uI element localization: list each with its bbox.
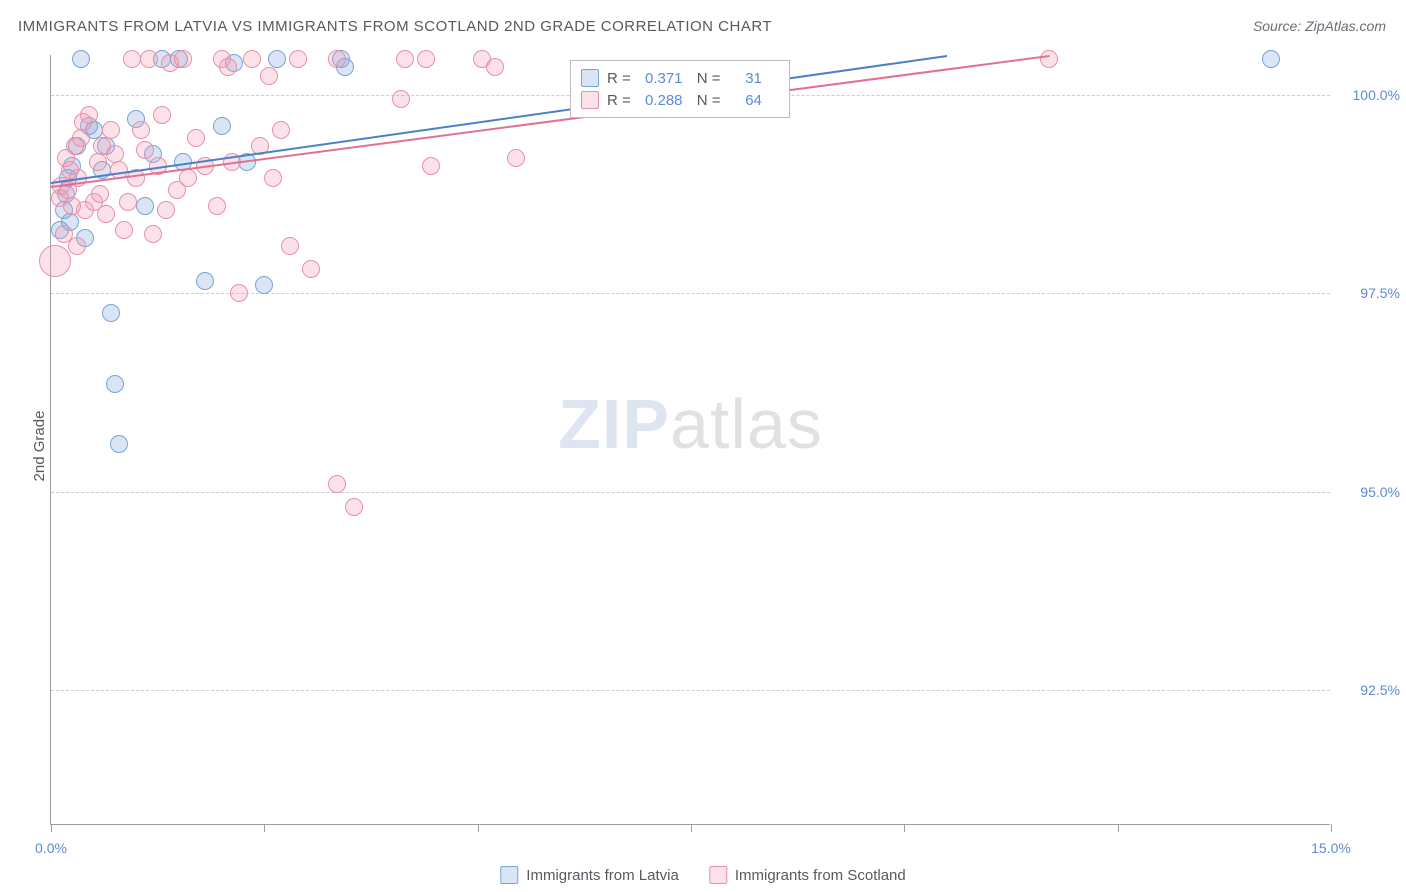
y-tick-label: 95.0% [1340,484,1400,500]
scatter-point [196,272,214,290]
legend-item: Immigrants from Scotland [709,866,906,884]
legend-label: Immigrants from Latvia [526,867,679,884]
scatter-point [213,117,231,135]
scatter-point [255,276,273,294]
scatter-point [136,197,154,215]
stats-row: R = 0.371 N = 31 [581,67,779,89]
scatter-point [328,475,346,493]
y-axis-label: 2nd Grade [31,411,48,482]
scatter-point [97,205,115,223]
scatter-point [144,225,162,243]
legend-swatch [709,866,727,884]
y-tick-label: 97.5% [1340,285,1400,301]
scatter-point [106,375,124,393]
scatter-point [392,90,410,108]
scatter-point [72,50,90,68]
scatter-point [89,153,107,171]
scatter-point [68,237,86,255]
scatter-point [264,169,282,187]
scatter-point [422,157,440,175]
x-tick-label: 15.0% [1311,840,1351,856]
gridline-h [51,492,1330,493]
scatter-point [243,50,261,68]
stats-box: R = 0.371 N = 31 R = 0.288 N = 64 [570,60,790,118]
x-tick-mark [1118,824,1119,832]
scatter-point [132,121,150,139]
scatter-point [230,284,248,302]
y-tick-label: 100.0% [1340,87,1400,103]
r-value: 0.288 [639,92,689,109]
chart-title: IMMIGRANTS FROM LATVIA VS IMMIGRANTS FRO… [18,18,772,35]
scatter-point [115,221,133,239]
scatter-point [136,141,154,159]
scatter-point [72,129,90,147]
scatter-point [208,197,226,215]
x-tick-mark [478,824,479,832]
source-label: Source: ZipAtlas.com [1253,18,1386,34]
legend-swatch [581,91,599,109]
scatter-point [1262,50,1280,68]
scatter-point [219,58,237,76]
scatter-point [123,50,141,68]
plot-area: 92.5%95.0%97.5%100.0%0.0%15.0%ZIPatlas [50,55,1330,825]
scatter-point [39,245,71,277]
scatter-point [119,193,137,211]
scatter-point [268,50,286,68]
scatter-point [174,50,192,68]
scatter-point [80,106,98,124]
scatter-point [281,237,299,255]
scatter-point [260,67,278,85]
y-tick-label: 92.5% [1340,682,1400,698]
x-tick-mark [1331,824,1332,832]
gridline-h [51,690,1330,691]
r-label: R = [607,92,631,109]
n-label: N = [697,92,721,109]
n-value: 31 [729,70,779,87]
bottom-legend: Immigrants from Latvia Immigrants from Sc… [500,866,905,884]
stats-row: R = 0.288 N = 64 [581,89,779,111]
scatter-point [187,129,205,147]
scatter-point [486,58,504,76]
trend-line [51,55,1050,188]
scatter-point [179,169,197,187]
legend-swatch [581,69,599,87]
x-tick-mark [264,824,265,832]
scatter-point [157,201,175,219]
scatter-point [289,50,307,68]
scatter-point [328,50,346,68]
scatter-point [396,50,414,68]
x-tick-mark [691,824,692,832]
r-label: R = [607,70,631,87]
scatter-point [102,121,120,139]
scatter-point [345,498,363,516]
scatter-point [91,185,109,203]
scatter-point [302,260,320,278]
scatter-point [140,50,158,68]
watermark: ZIPatlas [558,384,823,464]
scatter-point [110,435,128,453]
x-tick-mark [51,824,52,832]
legend-label: Immigrants from Scotland [735,867,906,884]
scatter-point [102,304,120,322]
scatter-point [272,121,290,139]
scatter-point [153,106,171,124]
legend-swatch [500,866,518,884]
legend-item: Immigrants from Latvia [500,866,679,884]
scatter-point [417,50,435,68]
x-tick-mark [904,824,905,832]
scatter-point [1040,50,1058,68]
n-value: 64 [729,92,779,109]
scatter-point [507,149,525,167]
r-value: 0.371 [639,70,689,87]
x-tick-label: 0.0% [35,840,67,856]
n-label: N = [697,70,721,87]
